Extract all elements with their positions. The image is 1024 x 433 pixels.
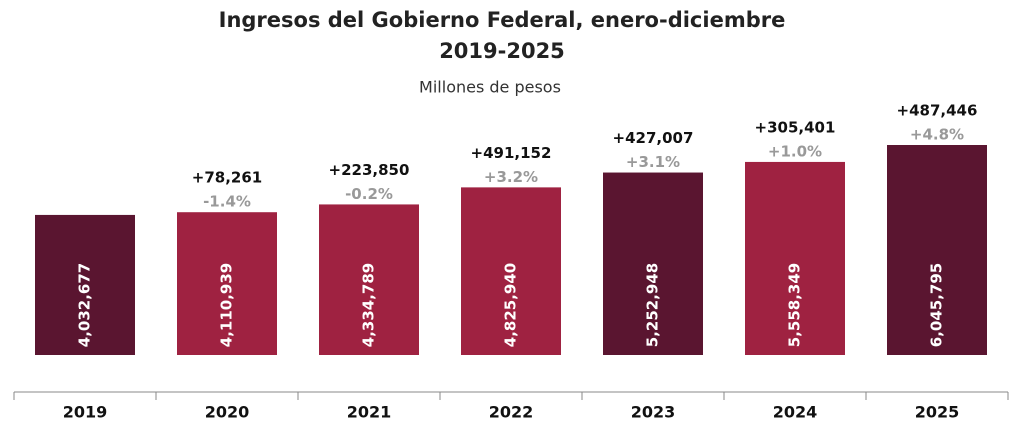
pct-change-label: +3.1% — [626, 153, 680, 171]
pct-change-label: -0.2% — [345, 185, 393, 203]
change-label: +487,446 — [897, 102, 978, 120]
units-label: Millones de pesos — [419, 78, 561, 97]
value-label: 4,334,789 — [360, 263, 378, 347]
chart-title: Ingresos del Gobierno Federal, enero-dic… — [219, 8, 786, 32]
change-label: +305,401 — [755, 118, 836, 136]
change-label: +223,850 — [329, 161, 410, 179]
bar — [319, 204, 419, 355]
value-label: 5,252,948 — [644, 263, 662, 347]
bar — [461, 187, 561, 355]
pct-change-label: +1.0% — [768, 142, 822, 160]
pct-change-label: +4.8% — [910, 126, 964, 144]
change-label: +78,261 — [192, 169, 262, 187]
bar — [887, 145, 987, 355]
value-label: 4,825,940 — [502, 263, 520, 347]
bar — [35, 214, 135, 355]
x-tick-label: 2020 — [205, 403, 250, 422]
x-tick-label: 2019 — [63, 403, 108, 422]
chart-subtitle: 2019-2025 — [439, 39, 565, 63]
value-label: 6,045,795 — [928, 263, 946, 347]
bar — [603, 172, 703, 355]
x-tick-label: 2023 — [631, 403, 676, 422]
value-label: 4,110,939 — [218, 263, 236, 347]
x-tick-label: 2021 — [347, 403, 392, 422]
x-tick-label: 2025 — [915, 403, 960, 422]
pct-change-label: +3.2% — [484, 168, 538, 186]
value-label: 4,032,677 — [76, 263, 94, 347]
change-label: +427,007 — [613, 129, 694, 147]
change-label: +491,152 — [471, 144, 552, 162]
value-label: 5,558,349 — [786, 263, 804, 347]
bar — [177, 212, 277, 355]
pct-change-label: -1.4% — [203, 193, 251, 211]
bar — [745, 161, 845, 355]
x-tick-label: 2022 — [489, 403, 534, 422]
x-tick-label: 2024 — [773, 403, 818, 422]
